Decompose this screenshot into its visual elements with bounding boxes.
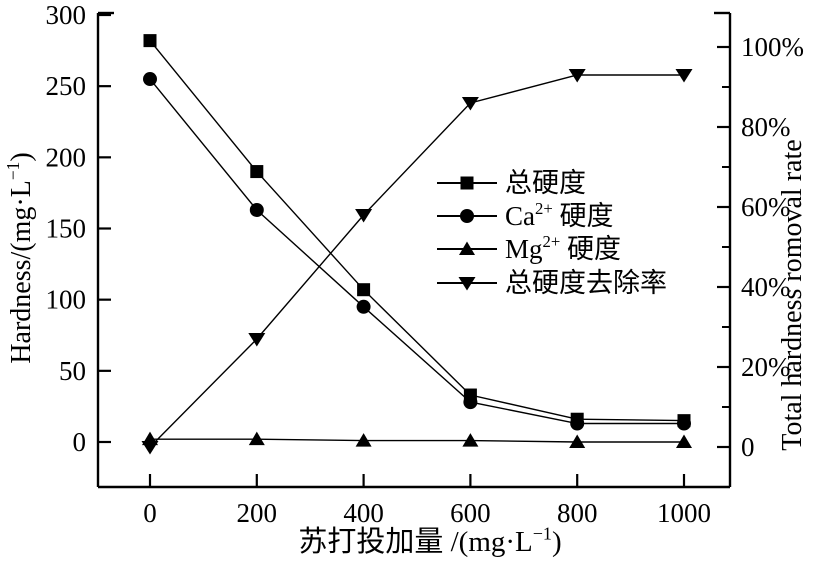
series-line-ca-hardness xyxy=(149,78,684,425)
legend-item-ca-hardness: Ca2+ 硬度 xyxy=(437,199,614,231)
y-right-tick-label: 0 xyxy=(741,432,755,462)
x-axis-title: 苏打投加量 /(mg·L−1) xyxy=(298,523,561,558)
y-left-tick-label: 50 xyxy=(59,356,86,386)
marker-triangle-down xyxy=(141,441,159,455)
marker-square xyxy=(357,283,371,297)
marker-triangle-up xyxy=(462,433,479,447)
axes-frame xyxy=(96,11,732,489)
marker-square xyxy=(250,165,264,179)
y-left-tick-label: 300 xyxy=(46,0,87,30)
x-tick-label: 0 xyxy=(143,498,157,528)
y-right-axis-title: Total hardness romoval rate xyxy=(777,139,808,450)
x-tick-label: 400 xyxy=(343,498,384,528)
y-right-tick-label: 20% xyxy=(741,352,791,382)
marker-circle xyxy=(460,209,474,223)
series-line-mg-hardness xyxy=(150,438,684,443)
legend-label-removal-rate: 总硬度去除率 xyxy=(505,268,667,298)
y-left-tick-label: 200 xyxy=(46,142,87,172)
legend-item-total-hardness: 总硬度 xyxy=(437,168,586,198)
marker-circle xyxy=(677,416,691,431)
marker-triangle-down xyxy=(568,69,586,83)
marker-circle xyxy=(143,72,157,87)
marker-triangle-up xyxy=(248,431,265,446)
marker-triangle-down xyxy=(675,69,693,83)
marker-triangle-up xyxy=(569,434,586,448)
y-left-axis-title: Hardness/(mg·L−1) xyxy=(3,152,37,363)
marker-square xyxy=(460,176,474,190)
x-tick-label: 1000 xyxy=(657,498,711,528)
y-left-tick-label: 100 xyxy=(46,285,87,315)
legend-label-ca-hardness: Ca2+ 硬度 xyxy=(505,199,614,231)
series-line-total-hardness xyxy=(149,40,685,422)
marker-circle xyxy=(249,202,264,217)
marker-triangle-down xyxy=(248,333,266,347)
x-tick-label: 600 xyxy=(450,498,491,528)
series-removal-rate xyxy=(141,69,693,455)
marker-triangle-up xyxy=(459,241,475,255)
y-left-tick-label: 150 xyxy=(46,214,87,244)
tick-labels: 0 50 100 150 200 250 300 0 20% 40% 60% 80% 100% 0 200 4… xyxy=(46,0,805,528)
marker-triangle-up xyxy=(355,433,372,447)
y-right-tick-label: 100% xyxy=(741,32,804,62)
y-left-tick-label: 0 xyxy=(73,427,87,457)
y-right-tick-label: 40% xyxy=(741,272,791,302)
marker-triangle-down xyxy=(461,97,479,111)
marker-triangle-down xyxy=(355,209,373,223)
marker-square xyxy=(143,34,157,48)
series-ca-hardness xyxy=(143,72,691,431)
x-tick-label: 200 xyxy=(237,498,278,528)
legend-label-total-hardness: 总硬度 xyxy=(505,168,586,198)
marker-triangle-down xyxy=(458,277,476,291)
legend-item-removal-rate: 总硬度去除率 xyxy=(437,268,667,298)
y-right-tick-label: 80% xyxy=(741,112,791,142)
series-mg-hardness xyxy=(142,431,692,448)
marker-circle xyxy=(463,395,478,410)
y-left-tick-label: 250 xyxy=(46,71,87,101)
series-line-removal-rate xyxy=(149,74,684,448)
legend-item-mg-hardness: Mg2+ 硬度 xyxy=(437,232,621,264)
x-tick-label: 800 xyxy=(557,498,598,528)
tick-marks xyxy=(98,13,730,487)
marker-triangle-up xyxy=(676,434,692,448)
legend-label-mg-hardness: Mg2+ 硬度 xyxy=(505,232,621,264)
marker-circle xyxy=(570,416,585,431)
y-right-tick-label: 60% xyxy=(741,192,791,222)
marker-circle xyxy=(356,299,371,314)
